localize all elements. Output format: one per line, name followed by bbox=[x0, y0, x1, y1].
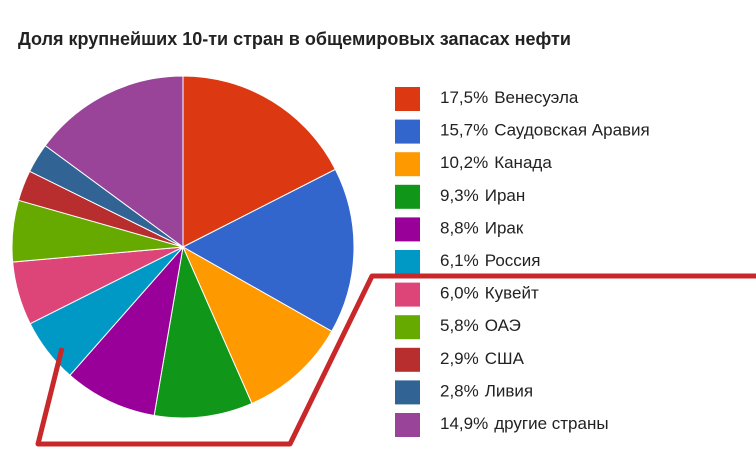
legend-label: 6,1% Россия bbox=[440, 251, 541, 270]
legend-category: Саудовская Аравия bbox=[494, 121, 650, 140]
legend-category: Ирак bbox=[485, 219, 524, 238]
annotation-line bbox=[35, 273, 756, 447]
legend-label: 6,0% Кувейт bbox=[440, 284, 539, 303]
legend-swatch bbox=[395, 87, 420, 111]
pie-slice bbox=[153, 245, 253, 419]
legend-value: 9,3% bbox=[440, 186, 479, 205]
legend-swatch bbox=[395, 250, 420, 274]
pie-slice bbox=[181, 245, 333, 405]
legend-category: Ливия bbox=[485, 382, 533, 401]
legend-swatch bbox=[395, 413, 420, 437]
legend-category: Кувейт bbox=[485, 284, 539, 303]
legend-swatch bbox=[395, 217, 420, 242]
legend-value: 6,1% bbox=[440, 251, 479, 270]
legend-swatch bbox=[395, 282, 420, 307]
legend-category: ОАЭ bbox=[485, 317, 521, 336]
legend-value: 5,8% bbox=[440, 317, 479, 336]
legend-category: Россия bbox=[485, 251, 541, 270]
legend-value: 17,5% bbox=[440, 88, 488, 107]
legend-label: 14,9% другие страны bbox=[440, 414, 609, 433]
pie-slice bbox=[181, 168, 355, 332]
legend-value: 8,8% bbox=[440, 219, 479, 238]
legend-label: 2,9% США bbox=[440, 349, 525, 368]
legend-label: 8,8% Ирак bbox=[440, 219, 524, 238]
legend-label: 17,5% Венесуэла bbox=[440, 88, 579, 107]
legend-label: 2,8% Ливия bbox=[440, 382, 533, 401]
legend-label: 9,3% Иран bbox=[440, 186, 525, 205]
legend-swatch bbox=[395, 152, 420, 177]
chart-title: Доля крупнейших 10-ти стран в общемировы… bbox=[18, 29, 571, 49]
legend-label: 10,2% Канада bbox=[440, 154, 552, 173]
legend-swatch bbox=[395, 184, 420, 209]
legend-value: 15,7% bbox=[440, 121, 488, 140]
legend-category: другие страны bbox=[494, 414, 608, 433]
pie-slice bbox=[69, 245, 184, 417]
legend-value: 6,0% bbox=[440, 284, 479, 303]
pie-slice bbox=[182, 75, 337, 248]
legend-swatch bbox=[395, 315, 420, 340]
legend-swatch bbox=[395, 347, 420, 372]
legend-category: Венесуэла bbox=[494, 88, 579, 107]
legend-category: США bbox=[485, 349, 525, 368]
pie bbox=[11, 75, 355, 419]
legend-value: 2,8% bbox=[440, 382, 479, 401]
legend-value: 14,9% bbox=[440, 414, 488, 433]
legend: 17,5% Венесуэла 15,7% Саудовская Аравия 10,2… bbox=[395, 87, 650, 437]
pie-slice bbox=[44, 75, 184, 248]
legend-category: Канада bbox=[494, 154, 552, 173]
legend-value: 2,9% bbox=[440, 349, 479, 368]
legend-value: 10,2% bbox=[440, 154, 488, 173]
legend-category: Иран bbox=[485, 186, 526, 205]
legend-label: 5,8% ОАЭ bbox=[440, 317, 521, 336]
legend-swatch bbox=[395, 380, 420, 405]
legend-label: 15,7% Саудовская Аравия bbox=[440, 121, 650, 140]
legend-swatch bbox=[395, 119, 420, 144]
